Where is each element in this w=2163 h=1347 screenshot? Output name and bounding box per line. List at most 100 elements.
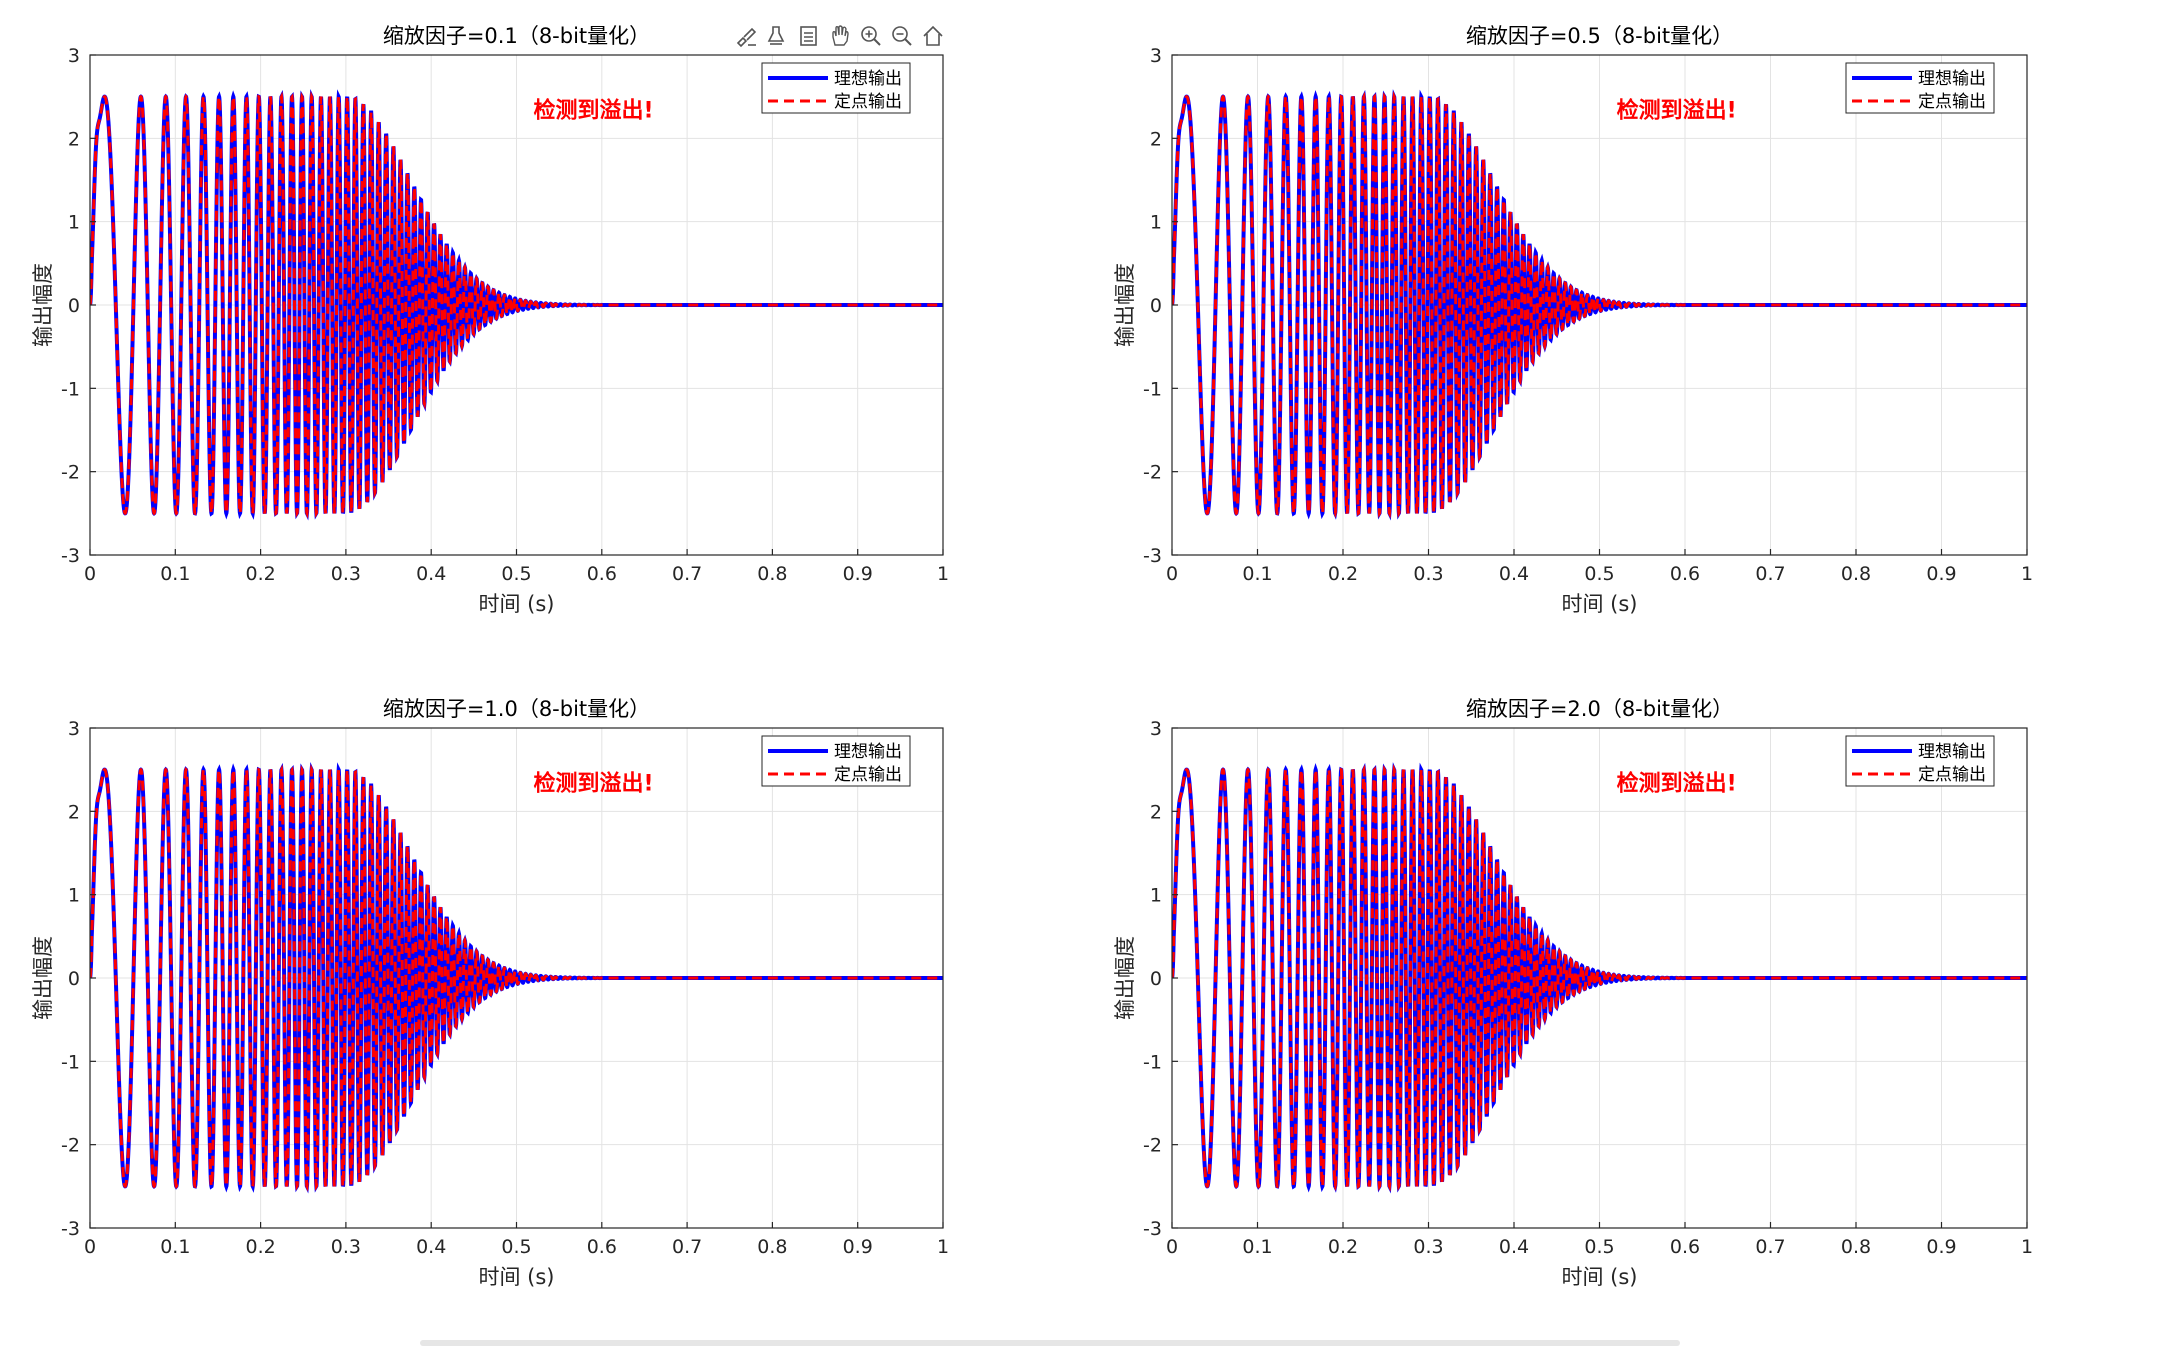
x-axis-label: 时间 (s)	[478, 592, 554, 616]
series-fixed-line[interactable]	[1172, 91, 2027, 519]
x-tick-label: 0.9	[843, 1236, 873, 1258]
y-tick-label: -3	[1143, 545, 1162, 567]
brush-data-button[interactable]	[732, 23, 762, 53]
x-tick-label: 0.1	[160, 1236, 190, 1258]
x-tick-label: 0.9	[1926, 1236, 1956, 1258]
y-tick-label: 0	[1150, 295, 1162, 317]
y-tick-label: 3	[68, 718, 80, 740]
x-tick-label: 0.5	[1584, 563, 1614, 585]
y-tick-label: 2	[1150, 128, 1162, 150]
legend-entry-label: 定点输出	[834, 765, 902, 785]
legend-entry-label: 理想输出	[834, 742, 902, 762]
x-tick-label: 0.1	[1242, 1236, 1272, 1258]
brush-data-icon	[734, 23, 760, 54]
chart-scale-0-5[interactable]: 0 0.1 0.2 0.3 0.4 0.5 0.6 0.7 0.8 0.9 1 -3 -2 -1 0 1 2 3 缩…	[1082, 0, 2163, 673]
y-tick-label: 2	[68, 128, 80, 150]
zoom-out-icon	[889, 23, 915, 54]
x-tick-label: 0.1	[1242, 563, 1272, 585]
x-tick-label: 0.2	[1328, 1236, 1358, 1258]
axes-toolbar	[732, 22, 948, 54]
y-tick-label: -1	[1143, 1051, 1162, 1073]
y-axis-label: 输出幅度	[31, 936, 55, 1020]
x-tick-label: 0.4	[416, 1236, 446, 1258]
overflow-annotation: 检测到溢出!	[1617, 98, 1737, 124]
zoom-in-icon	[858, 23, 884, 54]
data-tips-icon	[765, 23, 791, 54]
x-tick-label: 0.7	[672, 1236, 702, 1258]
x-tick-label: 0.6	[587, 563, 617, 585]
series-fixed-line[interactable]	[90, 763, 943, 1192]
y-tick-label: -2	[1143, 1135, 1162, 1157]
x-tick-label: 0.3	[331, 1236, 361, 1258]
series-fixed-line[interactable]	[1172, 764, 2027, 1192]
y-tick-label: 0	[1150, 968, 1162, 990]
y-tick-label: -2	[1143, 462, 1162, 484]
y-tick-label: 3	[1150, 45, 1162, 67]
x-tick-label: 0	[1166, 563, 1178, 585]
y-tick-label: 3	[68, 45, 80, 67]
x-tick-label: 0.6	[1670, 563, 1700, 585]
x-tick-label: 1	[937, 1236, 949, 1258]
chart-title: 缩放因子=0.5（8-bit量化）	[1466, 24, 1733, 48]
x-tick-label: 0.8	[757, 563, 787, 585]
y-tick-label: -3	[61, 1218, 80, 1240]
home-button[interactable]	[918, 23, 948, 53]
legend-entry-label: 理想输出	[1918, 69, 1986, 89]
x-tick-label: 1	[2021, 1236, 2033, 1258]
legend-entry-label: 定点输出	[834, 92, 902, 112]
x-tick-label: 0.3	[1413, 563, 1443, 585]
pan-hand-icon	[827, 23, 853, 54]
restore-view-list-icon	[796, 23, 822, 54]
home-icon	[920, 23, 946, 54]
x-tick-label: 0.5	[501, 1236, 531, 1258]
x-tick-label: 0.5	[1584, 1236, 1614, 1258]
chart-scale-0-1[interactable]: 0 0.1 0.2 0.3 0.4 0.5 0.6 0.7 0.8 0.9 1 -3 -2 -1 0 1 2 3 缩…	[0, 0, 1080, 673]
y-tick-label: 2	[68, 801, 80, 823]
y-tick-label: -3	[1143, 1218, 1162, 1240]
pan-button[interactable]	[825, 23, 855, 53]
legend-entry-label: 理想输出	[1918, 742, 1986, 762]
y-tick-label: 1	[1150, 885, 1162, 907]
x-tick-label: 0.7	[1755, 563, 1785, 585]
x-axis-label: 时间 (s)	[1561, 592, 1637, 616]
x-axis-label: 时间 (s)	[1561, 1265, 1637, 1289]
data-tips-button[interactable]	[763, 23, 793, 53]
y-tick-label: 1	[68, 212, 80, 234]
x-tick-label: 0.2	[1328, 563, 1358, 585]
y-tick-label: 1	[1150, 212, 1162, 234]
chart-title: 缩放因子=0.1（8-bit量化）	[383, 24, 650, 48]
overflow-annotation: 检测到溢出!	[534, 771, 654, 797]
y-tick-label: -1	[61, 378, 80, 400]
x-axis-label: 时间 (s)	[478, 1265, 554, 1289]
restore-view-list-button[interactable]	[794, 23, 824, 53]
chart-scale-1-0[interactable]: 0 0.1 0.2 0.3 0.4 0.5 0.6 0.7 0.8 0.9 1 -3 -2 -1 0 1 2 3 缩…	[0, 673, 1080, 1347]
y-tick-label: -3	[61, 545, 80, 567]
horizontal-scrollbar[interactable]	[420, 1340, 1680, 1346]
series-fixed-line[interactable]	[90, 90, 943, 519]
y-tick-label: 0	[68, 968, 80, 990]
x-tick-label: 0.1	[160, 563, 190, 585]
y-tick-label: -2	[61, 1135, 80, 1157]
overflow-annotation: 检测到溢出!	[1617, 771, 1737, 797]
x-tick-label: 0.2	[245, 1236, 275, 1258]
x-tick-label: 1	[937, 563, 949, 585]
y-tick-label: -1	[61, 1051, 80, 1073]
x-tick-label: 0	[84, 1236, 96, 1258]
x-tick-label: 0.8	[1841, 563, 1871, 585]
x-tick-label: 0.9	[843, 563, 873, 585]
legend-entry-label: 定点输出	[1918, 765, 1986, 785]
zoom-out-button[interactable]	[887, 23, 917, 53]
y-axis-label: 输出幅度	[31, 263, 55, 347]
x-tick-label: 0	[1166, 1236, 1178, 1258]
x-tick-label: 0.3	[1413, 1236, 1443, 1258]
zoom-in-button[interactable]	[856, 23, 886, 53]
y-tick-label: 1	[68, 885, 80, 907]
chart-scale-2-0[interactable]: 0 0.1 0.2 0.3 0.4 0.5 0.6 0.7 0.8 0.9 1 -3 -2 -1 0 1 2 3 缩…	[1082, 673, 2163, 1347]
x-tick-label: 0.8	[1841, 1236, 1871, 1258]
legend-entry-label: 理想输出	[834, 69, 902, 89]
